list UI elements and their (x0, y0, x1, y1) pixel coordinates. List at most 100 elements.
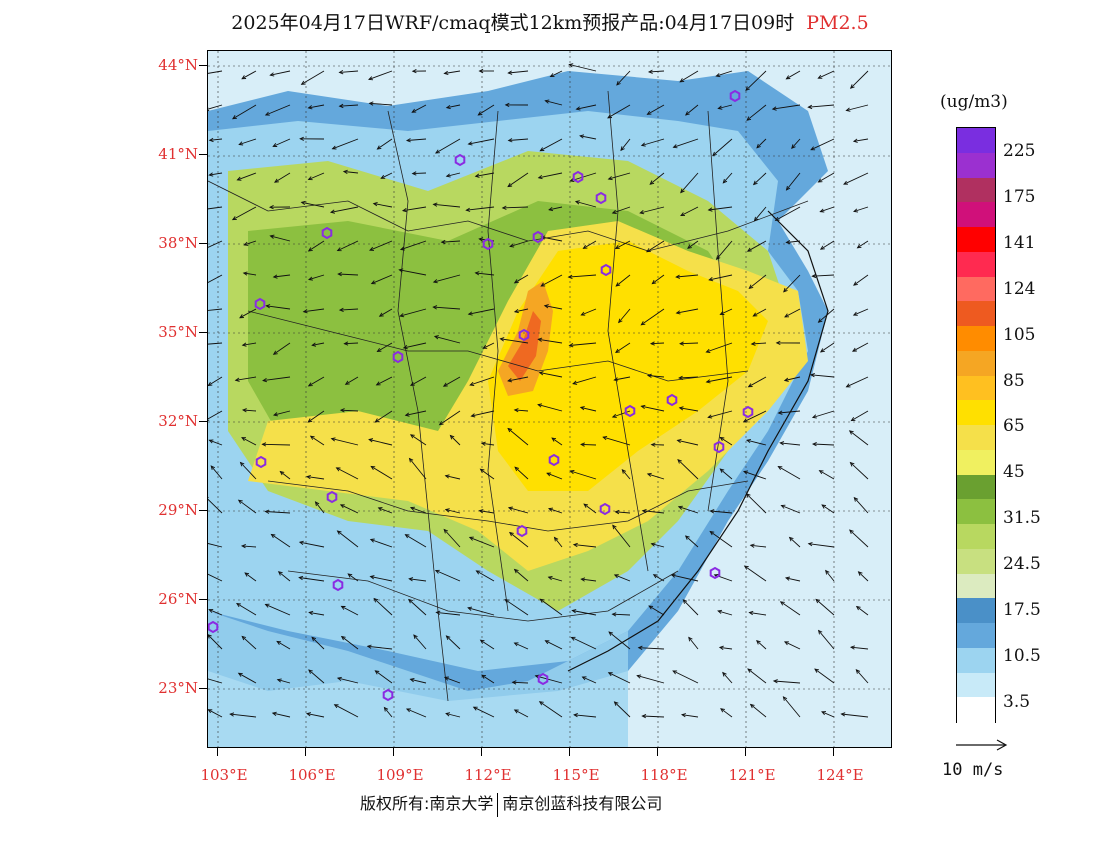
wind-arrow (312, 342, 325, 346)
wind-arrow (756, 640, 767, 650)
wind-arrow-head (772, 679, 778, 684)
wind-arrow-head (687, 244, 692, 249)
wind-arrow-head (613, 701, 619, 706)
wind-arrow-head (240, 543, 246, 549)
wind-arrow (273, 274, 291, 278)
wind-arrow-head (262, 378, 268, 383)
wind-arrow (266, 305, 291, 310)
wind-arrow-head (746, 116, 752, 121)
wind-arrow-head (815, 598, 821, 604)
coastline (567, 210, 829, 672)
wind-arrow (687, 240, 699, 249)
colorbar-label: 10.5 (1003, 646, 1041, 666)
wind-arrow-head (374, 418, 380, 423)
wind-arrow (615, 511, 631, 514)
wind-arrow (471, 410, 495, 417)
wind-arrow-head (445, 104, 451, 110)
wind-arrow (208, 274, 223, 284)
pm25-map[interactable] (207, 50, 892, 748)
wind-arrow-head (299, 136, 304, 141)
wind-arrow-head (537, 174, 543, 180)
wind-arrow-head (544, 640, 550, 645)
wind-arrow-head (640, 142, 646, 147)
wind-arrow-head (337, 271, 342, 277)
wind-arrow (340, 409, 359, 412)
wind-arrow (647, 375, 665, 378)
wind-arrow (679, 376, 699, 379)
wind-arrow-head (614, 509, 620, 515)
wind-arrow-head (677, 458, 682, 464)
map-canvas (208, 51, 891, 747)
wind-arrow-head (208, 381, 213, 386)
wind-arrow (315, 501, 325, 514)
wind-arrow-head (717, 609, 723, 614)
wind-arrow (540, 138, 563, 152)
lat-tick (199, 688, 207, 689)
wind-arrow-head (782, 696, 788, 701)
wind-arrow (377, 138, 393, 150)
wind-arrow-head (684, 535, 690, 540)
wind-arrow (753, 172, 767, 185)
wind-arrow-head (479, 639, 485, 644)
wind-arrow (412, 172, 427, 175)
colorbar-segment (957, 326, 995, 352)
wind-arrow (614, 376, 631, 381)
wind-arrow (785, 577, 801, 582)
wind-arrow (439, 410, 461, 426)
wind-arrow-head (279, 470, 285, 476)
wind-arrow (722, 172, 733, 184)
wind-arrow-head (709, 509, 715, 514)
wind-arrow-head (646, 472, 652, 477)
wind-arrow (549, 206, 563, 211)
wind-arrow-head (672, 670, 678, 675)
wind-arrow-head (445, 712, 451, 717)
wind-arrow-head (843, 180, 848, 185)
wind-reference-label: 10 m/s (942, 760, 1004, 780)
wind-arrow (309, 611, 325, 616)
wind-arrow-head (680, 188, 685, 194)
wind-arrow (538, 172, 563, 179)
wind-arrow-head (347, 573, 353, 578)
wind-arrow-head (239, 461, 245, 467)
wind-arrow (450, 435, 461, 446)
wind-arrow (773, 680, 801, 684)
wind-arrow (791, 138, 801, 149)
lon-label: 106°E (288, 766, 336, 784)
wind-arrow (615, 342, 631, 353)
wind-arrow-head (680, 212, 685, 217)
station-marker (532, 230, 544, 244)
wind-arrow-head (314, 501, 320, 507)
wind-arrow-head (472, 706, 478, 711)
wind-arrow (751, 342, 767, 345)
station-marker (255, 455, 267, 469)
wind-arrow-head (238, 141, 244, 146)
wind-arrow (573, 544, 597, 548)
wind-arrow (370, 466, 393, 480)
wind-arrow-head (376, 347, 382, 353)
wind-arrow (580, 406, 597, 412)
wind-arrow-head (538, 371, 544, 376)
wind-arrow (242, 342, 257, 346)
wind-arrow (812, 410, 835, 418)
colorbar-segment (957, 177, 995, 203)
wind-arrow-head (307, 418, 313, 423)
wind-arrow-head (231, 216, 237, 221)
wind-arrow (384, 707, 393, 718)
wind-arrow (849, 430, 869, 446)
wind-arrow-head (749, 703, 755, 709)
wind-arrow-head (408, 598, 413, 604)
wind-arrow (745, 70, 767, 91)
wind-arrow-head (811, 441, 817, 447)
wind-arrow (242, 409, 257, 412)
wind-arrow (277, 679, 291, 684)
wind-arrow-head (708, 277, 714, 282)
wind-arrow-head (616, 80, 621, 86)
wind-arrow-head (814, 668, 819, 673)
wind-arrow-head (479, 468, 485, 473)
wind-arrow-head (237, 499, 243, 504)
wind-arrow-head (413, 634, 418, 640)
wind-arrow-head (709, 530, 715, 536)
station-marker (482, 237, 494, 251)
wind-arrow-head (857, 571, 863, 576)
wind-arrow (648, 605, 665, 616)
